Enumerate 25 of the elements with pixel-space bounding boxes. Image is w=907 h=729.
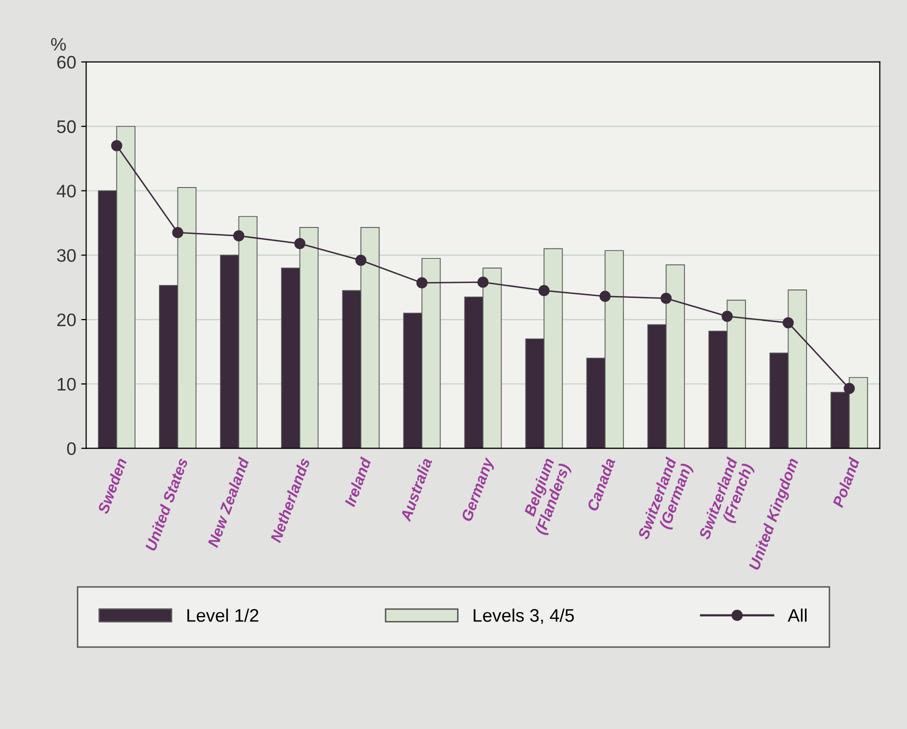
x-tick-label: United States xyxy=(144,457,188,552)
y-tick-label: 0 xyxy=(67,442,76,456)
point xyxy=(844,382,855,394)
point xyxy=(233,230,244,242)
point xyxy=(600,290,611,302)
point xyxy=(416,277,428,288)
y-tick-label: 60 xyxy=(57,56,76,69)
y-axis-title: % xyxy=(51,38,66,51)
y-tick-label: 50 xyxy=(57,120,76,134)
point xyxy=(477,276,489,288)
point xyxy=(172,227,184,238)
point xyxy=(111,140,122,152)
point xyxy=(782,317,794,328)
point xyxy=(660,292,672,304)
point xyxy=(722,310,733,322)
point xyxy=(355,254,366,266)
point xyxy=(538,285,550,296)
legend-label: Level 1/2 xyxy=(187,608,258,622)
y-tick-label: 20 xyxy=(57,313,76,326)
point xyxy=(294,238,306,250)
legend-label: All xyxy=(788,608,807,622)
y-tick-label: 10 xyxy=(58,378,76,391)
legend-label: Levels 3, 4/5 xyxy=(474,608,574,624)
y-tick-label: 40 xyxy=(56,184,76,198)
y-tick-label: 30 xyxy=(57,249,76,262)
